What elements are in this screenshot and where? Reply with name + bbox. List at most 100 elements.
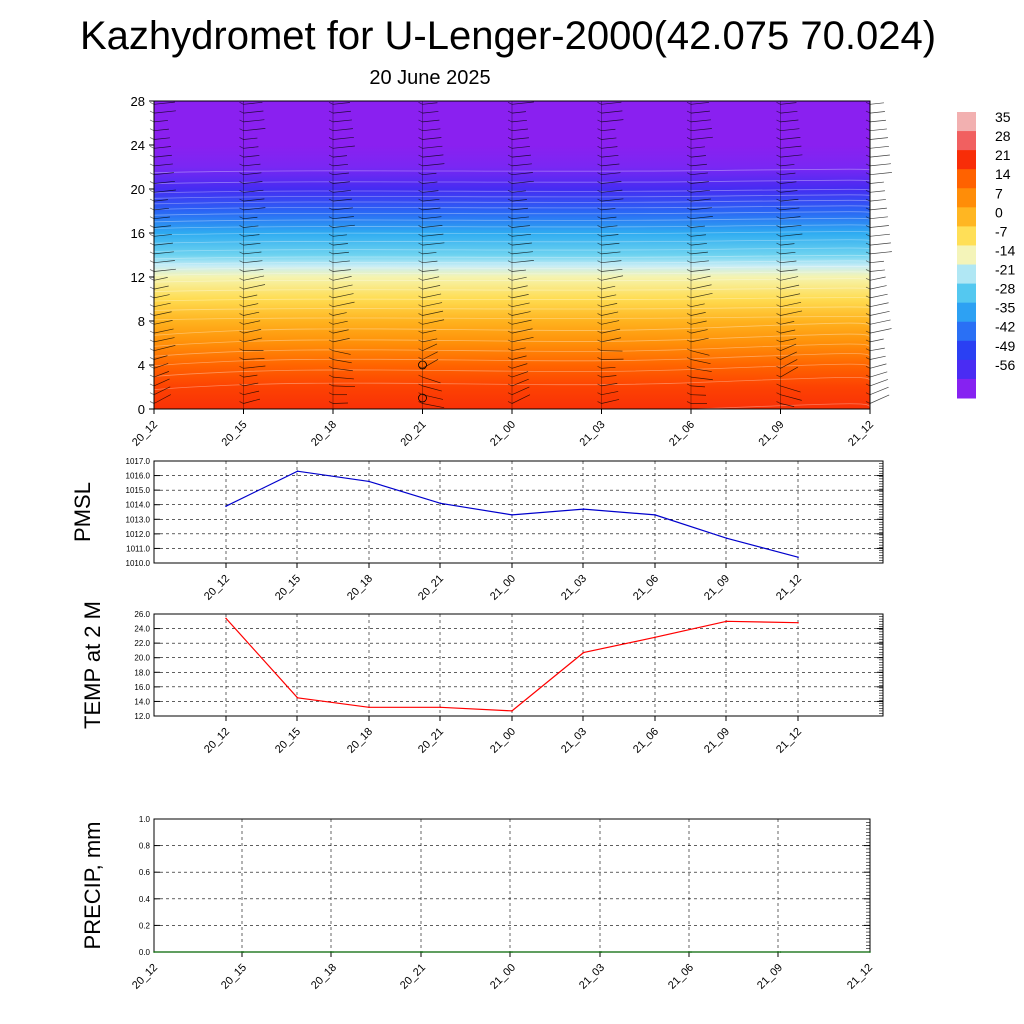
wind-barb-flag — [239, 339, 244, 343]
wind-barb-flag — [239, 119, 244, 123]
wind-barb-flag — [865, 401, 871, 404]
wind-barb-flag — [597, 198, 602, 202]
wind-barb — [153, 146, 171, 149]
wind-barb-flag — [686, 304, 692, 308]
wind-barb — [690, 292, 713, 299]
x-tick-label: 21_03 — [559, 726, 589, 756]
wind-barb-flag — [328, 383, 334, 387]
wind-barb-flag — [776, 339, 781, 343]
temp-2m-panel: 12.0 14.0 16.0 18.0 20.0 22.0 24.0 26.0 20_12 20_… — [80, 601, 884, 756]
wind-barb-flag — [149, 365, 155, 369]
wind-barb — [511, 128, 528, 132]
wind-barb-flag — [149, 128, 155, 132]
wind-barb-flag — [865, 101, 871, 105]
wind-barb — [243, 242, 261, 246]
wind-barb — [869, 355, 886, 360]
wind-barb-flag — [776, 277, 781, 281]
wind-barb-flag — [328, 128, 334, 132]
wind-barb-flag — [239, 357, 244, 360]
x-tick-label: 20_12 — [130, 419, 160, 449]
wind-barb — [332, 329, 349, 334]
wind-barb-flag — [865, 269, 871, 272]
wind-barb — [690, 284, 712, 290]
wind-barb-flag — [865, 339, 871, 343]
wind-barb-flag — [686, 348, 692, 352]
wind-barb — [780, 403, 795, 407]
wind-barb-flag — [597, 277, 602, 281]
wind-barb-flag — [507, 233, 513, 237]
data-point — [869, 951, 871, 953]
wind-barb — [332, 172, 349, 176]
x-tick-label: 20_18 — [309, 419, 339, 449]
wind-barb-flag — [149, 348, 155, 352]
wind-barb — [332, 102, 350, 105]
x-tick-label: 21_09 — [755, 962, 785, 992]
wind-barb — [332, 207, 353, 211]
wind-barb-flag — [239, 163, 244, 167]
y-tick-label: 0 — [138, 402, 145, 417]
wind-barb — [780, 119, 799, 123]
wind-barb — [153, 294, 170, 299]
wind-barb-flag — [328, 401, 334, 404]
wind-barb-flag — [328, 163, 334, 167]
wind-barb — [869, 347, 885, 352]
wind-barb — [511, 394, 531, 404]
wind-barb-flag — [865, 172, 871, 176]
wind-barb-flag — [686, 383, 692, 387]
data-point — [511, 951, 513, 953]
wind-barb — [601, 320, 620, 325]
wind-barb-flag — [418, 348, 423, 352]
wind-barb — [422, 285, 441, 290]
wind-barb — [153, 337, 175, 343]
isotherm-line — [153, 265, 871, 271]
wind-barb-flag — [597, 242, 602, 246]
wind-barb-flag — [149, 181, 155, 184]
wind-barb — [243, 311, 260, 316]
wind-barb — [511, 242, 532, 246]
wind-barb — [243, 337, 263, 343]
wind-barb-flag — [149, 330, 155, 334]
calm-wind-circle — [418, 393, 427, 403]
wind-barb-flag — [328, 189, 334, 193]
wind-barb-flag — [239, 286, 244, 290]
wind-barb — [690, 207, 712, 211]
isotherm-line — [153, 188, 871, 194]
wind-barb — [869, 163, 891, 167]
isotherm-line — [153, 376, 871, 390]
wind-barb — [869, 319, 891, 325]
wind-barb-flag — [507, 383, 513, 387]
wind-barb — [422, 163, 445, 167]
y-tick-label: 1016.0 — [126, 472, 151, 481]
x-tick-label: 20_18 — [345, 573, 375, 603]
y-tick-label: 12.0 — [134, 712, 150, 721]
wind-barb-flag — [149, 163, 155, 167]
x-tick-label: 20_18 — [345, 726, 375, 756]
wind-barb — [780, 172, 796, 176]
wind-barb-flag — [865, 277, 871, 281]
wind-barb — [780, 321, 795, 325]
wind-barb — [332, 198, 352, 202]
wind-barb-flag — [149, 172, 155, 176]
wind-barb — [422, 319, 445, 325]
wind-barb-flag — [239, 304, 244, 308]
data-point — [725, 620, 728, 623]
colorbar-swatch — [957, 283, 976, 304]
wind-barb-flag — [149, 392, 155, 396]
wind-barb — [869, 285, 887, 290]
wind-barb — [332, 402, 349, 404]
wind-barb — [601, 234, 619, 237]
wind-barb-flag — [507, 128, 513, 132]
wind-barb-flag — [328, 286, 334, 290]
wind-barb-flag — [865, 374, 871, 378]
wind-barb — [869, 102, 884, 105]
wind-barb — [511, 111, 526, 114]
wind-barb — [869, 371, 888, 378]
data-point — [690, 951, 692, 953]
wind-barb-flag — [597, 110, 602, 114]
wind-barb-flag — [328, 145, 334, 149]
wind-barb-flag — [239, 225, 244, 228]
wind-barb — [690, 189, 710, 193]
wind-barb — [601, 101, 622, 105]
wind-barb — [780, 260, 797, 264]
wind-barb — [690, 172, 708, 176]
